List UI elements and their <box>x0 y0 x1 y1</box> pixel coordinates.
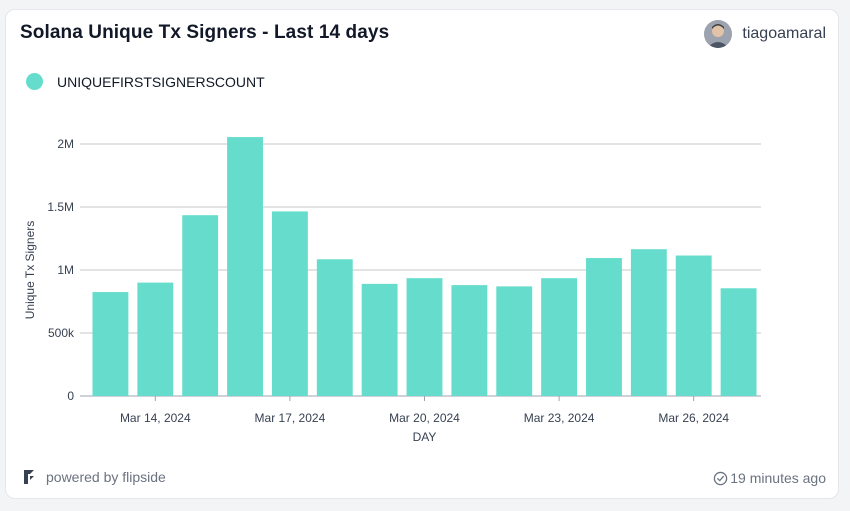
chart-card: Solana Unique Tx Signers - Last 14 days … <box>5 9 839 499</box>
chart-legend: UNIQUEFIRSTSIGNERSCOUNT <box>26 73 265 90</box>
bar <box>182 215 219 396</box>
legend-swatch <box>26 73 43 90</box>
bar <box>720 288 757 396</box>
chart-title: Solana Unique Tx Signers - Last 14 days <box>20 22 390 43</box>
bar <box>541 278 578 396</box>
flipside-logo-icon <box>24 470 34 484</box>
x-tick-label: Mar 14, 2024 <box>120 411 191 425</box>
avatar-portrait-icon <box>704 20 733 48</box>
bar <box>675 255 712 396</box>
x-tick-label: Mar 26, 2024 <box>658 411 729 425</box>
bar <box>92 292 129 396</box>
y-tick-label: 2M <box>57 137 74 151</box>
bar <box>361 283 398 396</box>
bar <box>451 285 488 396</box>
check-clock-icon <box>714 471 728 485</box>
y-axis-title: Unique Tx Signers <box>23 221 37 320</box>
author-info[interactable]: tiagoamaral <box>704 20 826 48</box>
avatar[interactable] <box>704 20 733 48</box>
x-axis-title: DAY <box>413 430 437 444</box>
bar <box>227 137 263 396</box>
bar <box>630 249 667 396</box>
bar <box>316 259 353 396</box>
bar-chart: 0 500k 1M 1.5M 2M Mar 14, 2024 Mar 17, 2024 Mar… <box>23 137 761 444</box>
bar <box>271 211 308 396</box>
bar <box>586 258 622 396</box>
powered-by-text: powered by flipside <box>46 469 166 485</box>
bar <box>406 278 443 396</box>
author-name[interactable]: tiagoamaral <box>742 25 826 42</box>
legend-label: UNIQUEFIRSTSIGNERSCOUNT <box>57 73 265 90</box>
bar <box>496 286 533 396</box>
bar <box>137 282 174 396</box>
x-tick-label: Mar 20, 2024 <box>389 411 460 425</box>
y-tick-label: 0 <box>67 389 74 403</box>
y-tick-label: 500k <box>48 326 75 340</box>
x-tick-label: Mar 17, 2024 <box>255 411 326 425</box>
y-tick-label: 1M <box>57 263 74 277</box>
powered-by[interactable]: powered by flipside <box>20 468 166 486</box>
x-tick-label: Mar 23, 2024 <box>524 411 595 425</box>
y-tick-label: 1.5M <box>47 200 74 214</box>
updated-text: 19 minutes ago <box>730 470 826 486</box>
last-updated: 19 minutes ago <box>713 470 826 486</box>
